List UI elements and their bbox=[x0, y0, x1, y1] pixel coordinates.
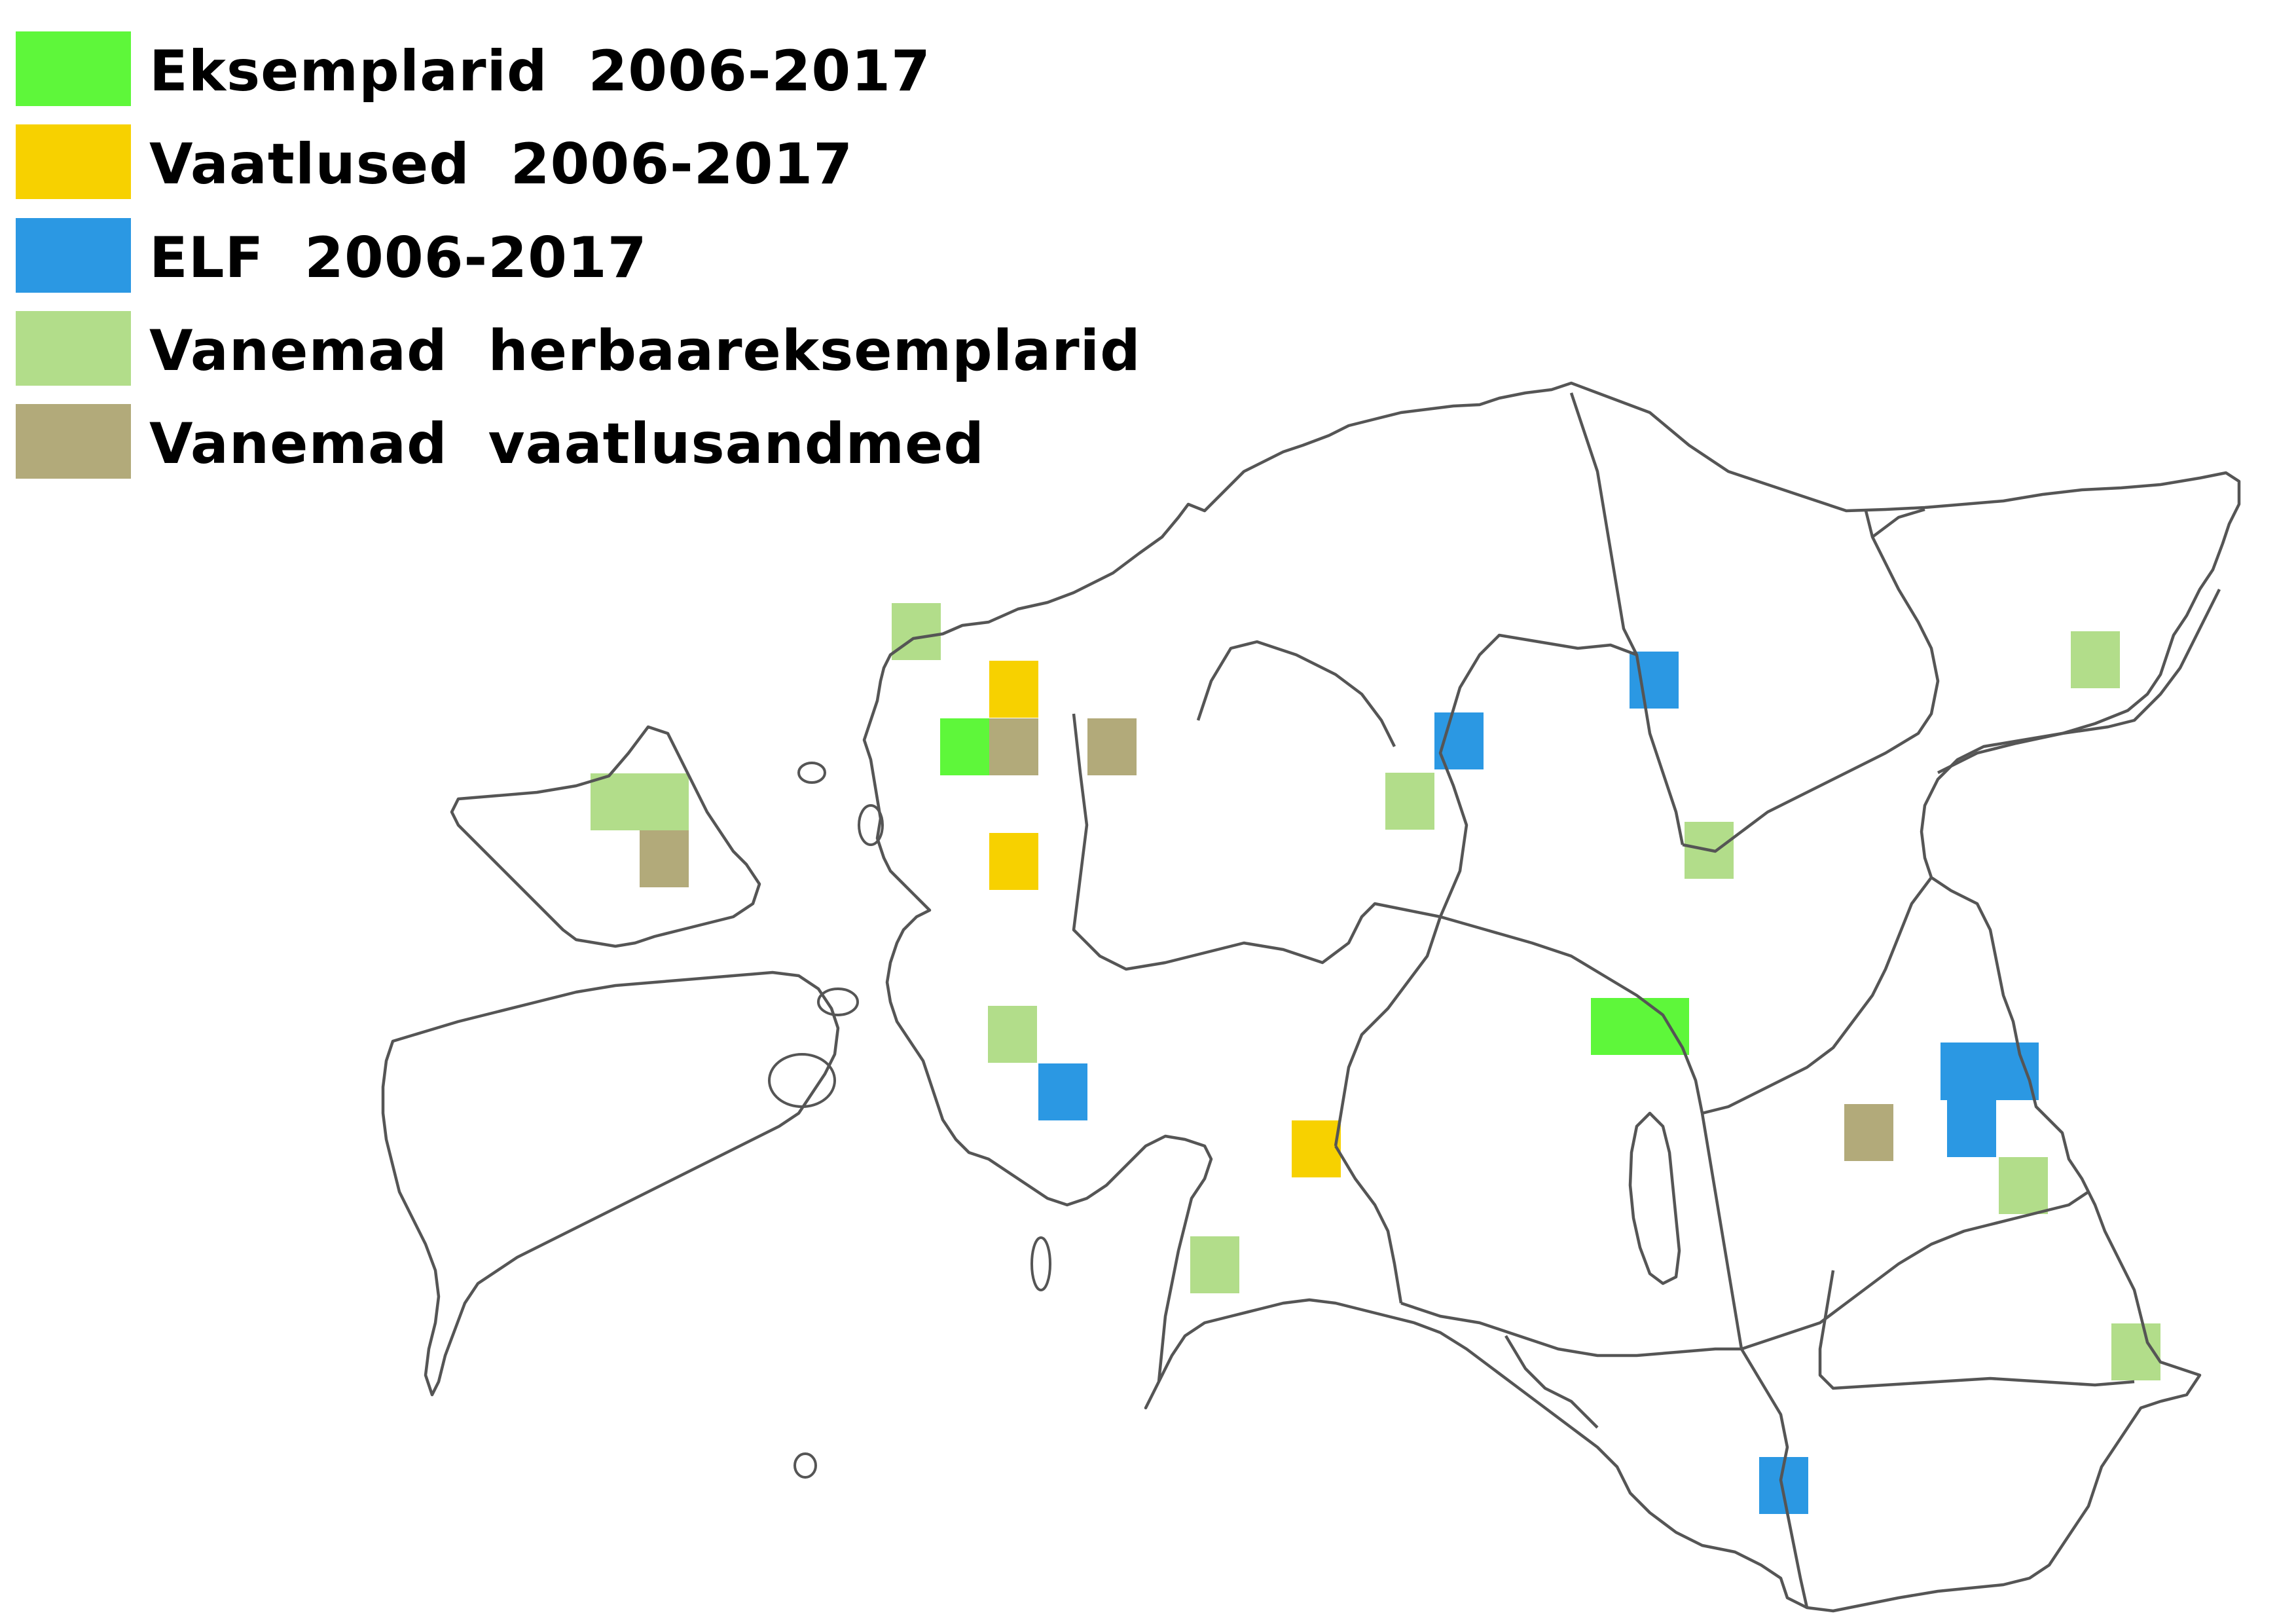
county-boundary bbox=[1818, 1270, 2135, 1390]
square-specimen bbox=[940, 718, 989, 775]
island-west-south bbox=[381, 970, 840, 1397]
square-old-observation bbox=[1087, 718, 1137, 775]
county-boundary bbox=[1334, 1145, 1403, 1304]
square-old-herbarium bbox=[988, 1006, 1037, 1063]
square-old-observation bbox=[640, 830, 689, 887]
square-observation bbox=[989, 661, 1038, 718]
square-elf bbox=[1038, 1063, 1087, 1120]
legend-swatch-elf bbox=[16, 218, 131, 293]
small-island bbox=[797, 762, 826, 784]
small-island bbox=[858, 804, 884, 846]
square-old-observation bbox=[989, 718, 1038, 775]
square-observation bbox=[989, 833, 1038, 890]
square-elf bbox=[1434, 712, 1484, 769]
large-lake bbox=[1937, 588, 2221, 775]
square-old-herbarium bbox=[591, 773, 689, 830]
mainland-outline bbox=[862, 381, 2241, 1613]
legend: Eksemplarid 2006-2017 Vaatlused 2006-201… bbox=[16, 31, 1141, 479]
square-elf bbox=[1947, 1100, 1996, 1157]
county-boundary bbox=[1072, 713, 1441, 971]
square-old-herbarium bbox=[1385, 773, 1434, 830]
square-old-herbarium bbox=[892, 603, 941, 660]
county-boundary bbox=[1334, 916, 1442, 1147]
square-elf bbox=[1941, 1043, 2039, 1100]
county-boundary bbox=[1740, 1348, 1809, 1608]
county-boundary bbox=[1682, 510, 1940, 853]
legend-swatch-specimens bbox=[16, 31, 131, 106]
legend-label-old-herbarium: Vanemad herbaareksemplarid bbox=[149, 318, 1141, 384]
legend-label-observations: Vaatlused 2006-2017 bbox=[149, 132, 853, 197]
county-boundary bbox=[1438, 633, 1685, 917]
square-specimen bbox=[1591, 998, 1689, 1055]
county-boundary bbox=[1440, 915, 1704, 1114]
county-boundary bbox=[1700, 1113, 1743, 1350]
square-old-observation bbox=[1844, 1104, 1893, 1161]
country-outline bbox=[381, 381, 2241, 1613]
county-boundary bbox=[1504, 1335, 1599, 1429]
legend-swatch-observations bbox=[16, 124, 131, 199]
county-boundary bbox=[1569, 392, 1639, 656]
county-boundary bbox=[1400, 1301, 1741, 1357]
legend-swatch-old-observations bbox=[16, 404, 131, 479]
county-boundaries bbox=[1072, 392, 2135, 1608]
county-boundary bbox=[1702, 876, 1933, 1115]
county-boundary bbox=[1196, 640, 1396, 748]
county-boundary bbox=[1741, 1190, 2090, 1351]
legend-label-elf: ELF 2006-2017 bbox=[149, 225, 647, 291]
island-west-north bbox=[450, 725, 761, 948]
legend-label-specimens: Eksemplarid 2006-2017 bbox=[149, 39, 931, 104]
occurrence-squares bbox=[591, 603, 2160, 1514]
small-island bbox=[793, 1452, 817, 1479]
legend-swatch-old-herbarium bbox=[16, 311, 131, 386]
lake-vortsjarv bbox=[1628, 1111, 1681, 1285]
legend-label-old-observations: Vanemad vaatlusandmed bbox=[149, 411, 985, 477]
small-island bbox=[768, 1053, 836, 1108]
small-island bbox=[1030, 1236, 1051, 1291]
square-observation bbox=[1292, 1120, 1341, 1177]
county-boundary bbox=[1871, 507, 1925, 538]
square-old-herbarium bbox=[1999, 1157, 2048, 1214]
small-island bbox=[817, 987, 859, 1016]
square-old-herbarium bbox=[2071, 631, 2120, 688]
square-old-herbarium bbox=[1190, 1236, 1239, 1293]
